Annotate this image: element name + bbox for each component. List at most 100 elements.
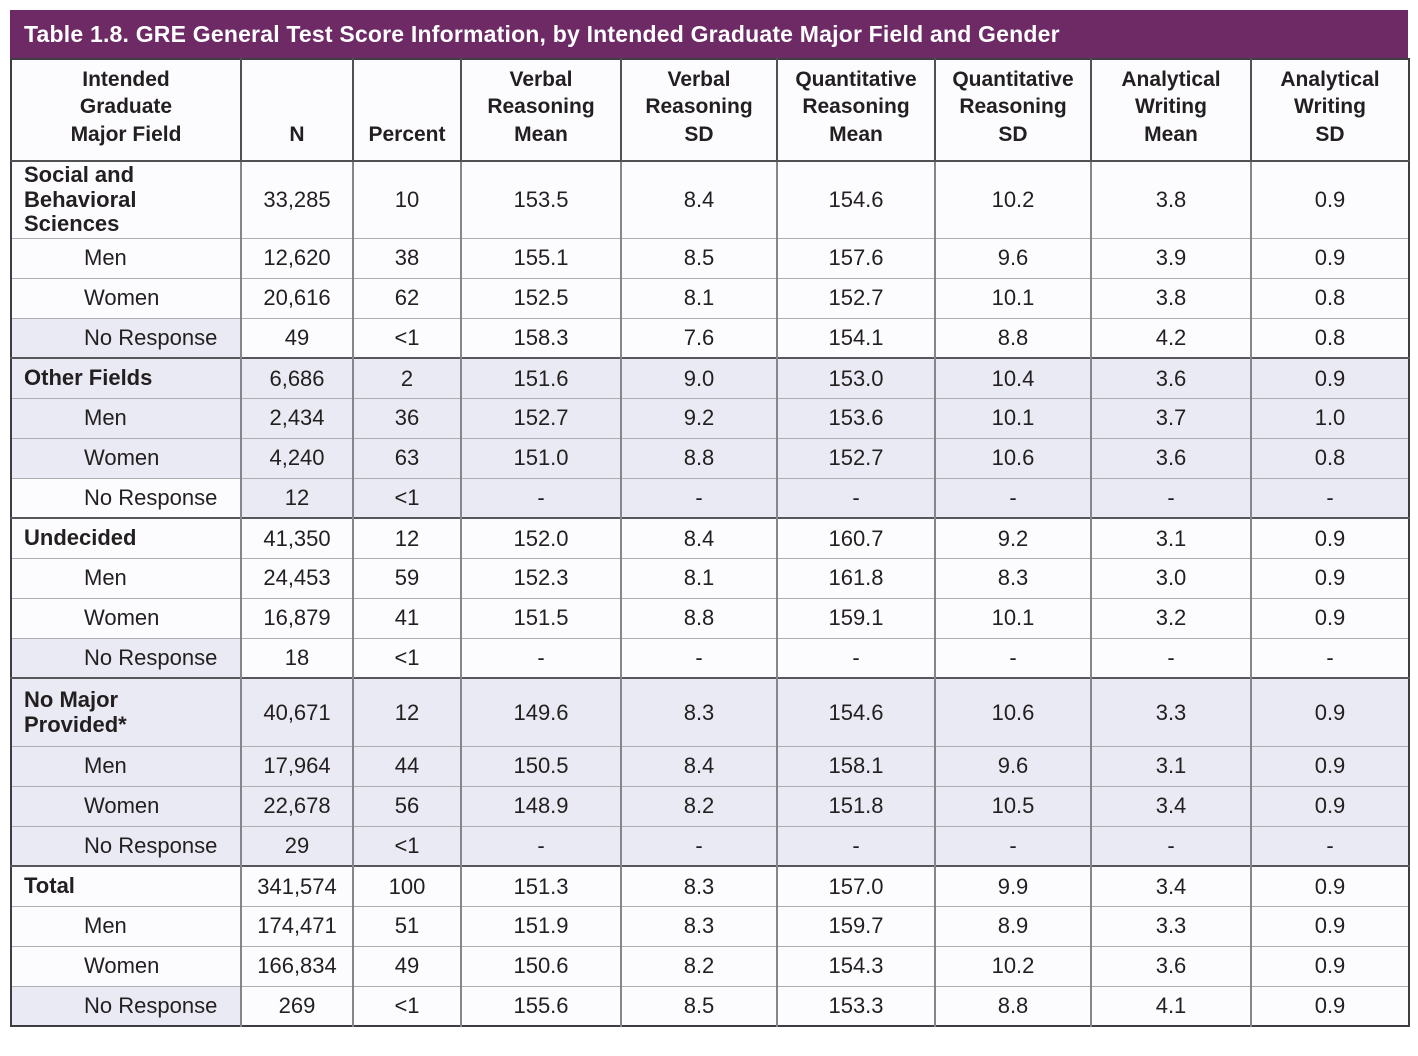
cell-vr_sd: 8.3 [620, 906, 777, 947]
table-title-bar: Table 1.8. GRE General Test Score Inform… [10, 10, 1408, 58]
table-row: Other Fields 6,686 2 151.6 9.0 153.0 10.4 3.6 0.… [11, 358, 1409, 399]
cell-percent: <1 [352, 318, 461, 359]
cell-n: 41,350 [240, 518, 353, 559]
table-row: No Response 49 <1 158.3 7.6 154.1 8.8 4.2 0.8 [11, 318, 1409, 359]
cell-percent: 12 [352, 518, 461, 559]
cell-aw_sd: 0.9 [1250, 906, 1409, 947]
cell-n: 12 [240, 478, 353, 519]
cell-aw_sd: 1.0 [1250, 398, 1409, 439]
cell-vr_mean: 149.6 [460, 678, 621, 747]
cell-aw_mean: 3.6 [1090, 946, 1251, 987]
row-label: Total [11, 866, 241, 907]
cell-vr_mean: 148.9 [460, 786, 621, 827]
cell-qr_mean: 154.6 [776, 678, 935, 747]
table-row: Social and Behavioral Sciences 33,285 10 15… [11, 160, 1409, 239]
table-row: No Response 269 <1 155.6 8.5 153.3 8.8 4.1 0.9 [11, 986, 1409, 1027]
cell-aw_mean: 4.2 [1090, 318, 1251, 359]
cell-aw_sd: 0.9 [1250, 558, 1409, 599]
cell-aw_mean: 3.4 [1090, 786, 1251, 827]
cell-vr_mean: 152.3 [460, 558, 621, 599]
cell-aw_sd: 0.9 [1250, 746, 1409, 787]
cell-percent: 51 [352, 906, 461, 947]
cell-vr_sd: 9.0 [620, 358, 777, 399]
column-header-qr_sd: Quantitative Reasoning SD [934, 59, 1091, 162]
cell-vr_mean: 158.3 [460, 318, 621, 359]
cell-aw_sd: 0.8 [1250, 278, 1409, 319]
cell-qr_sd: - [934, 478, 1091, 519]
cell-percent: 59 [352, 558, 461, 599]
cell-n: 18 [240, 638, 353, 679]
cell-aw_sd: 0.9 [1250, 678, 1409, 747]
cell-n: 16,879 [240, 598, 353, 639]
cell-qr_sd: 10.1 [934, 598, 1091, 639]
table-row: Men 174,471 51 151.9 8.3 159.7 8.9 3.3 0.9 [11, 906, 1409, 947]
cell-vr_mean: 153.5 [460, 160, 621, 239]
cell-qr_sd: 10.2 [934, 946, 1091, 987]
cell-vr_mean: 151.5 [460, 598, 621, 639]
cell-vr_sd: - [620, 638, 777, 679]
cell-aw_mean: 4.1 [1090, 986, 1251, 1027]
cell-n: 174,471 [240, 906, 353, 947]
cell-percent: <1 [352, 986, 461, 1027]
cell-percent: 36 [352, 398, 461, 439]
row-label: Women [11, 786, 241, 827]
cell-vr_mean: - [460, 638, 621, 679]
table-row: Men 17,964 44 150.5 8.4 158.1 9.6 3.1 0.9 [11, 746, 1409, 787]
cell-aw_mean: 3.3 [1090, 906, 1251, 947]
cell-vr_mean: 151.9 [460, 906, 621, 947]
cell-qr_mean: 161.8 [776, 558, 935, 599]
cell-vr_sd: 8.2 [620, 786, 777, 827]
cell-percent: <1 [352, 826, 461, 867]
table-row: Men 12,620 38 155.1 8.5 157.6 9.6 3.9 0.9 [11, 238, 1409, 279]
cell-vr_sd: 9.2 [620, 398, 777, 439]
cell-qr_mean: 154.3 [776, 946, 935, 987]
cell-percent: 62 [352, 278, 461, 319]
cell-vr_sd: 8.5 [620, 986, 777, 1027]
table-row: Men 2,434 36 152.7 9.2 153.6 10.1 3.7 1.0 [11, 398, 1409, 439]
cell-qr_sd: 9.2 [934, 518, 1091, 559]
cell-aw_mean: 3.8 [1090, 160, 1251, 239]
row-label: Women [11, 946, 241, 987]
cell-vr_sd: 8.8 [620, 438, 777, 479]
column-header-qr_mean: Quantitative Reasoning Mean [776, 59, 935, 162]
cell-n: 29 [240, 826, 353, 867]
cell-qr_mean: 157.0 [776, 866, 935, 907]
cell-qr_mean: 157.6 [776, 238, 935, 279]
cell-qr_sd: 10.6 [934, 678, 1091, 747]
cell-aw_sd: - [1250, 826, 1409, 867]
cell-aw_mean: 3.3 [1090, 678, 1251, 747]
cell-qr_mean: 153.0 [776, 358, 935, 399]
cell-vr_sd: 8.5 [620, 238, 777, 279]
cell-aw_mean: - [1090, 478, 1251, 519]
column-header-n: N [240, 59, 353, 162]
cell-n: 40,671 [240, 678, 353, 747]
cell-vr_sd: 8.3 [620, 866, 777, 907]
cell-vr_sd: - [620, 478, 777, 519]
table-row: Women 16,879 41 151.5 8.8 159.1 10.1 3.2 0.9 [11, 598, 1409, 639]
table-row: Women 4,240 63 151.0 8.8 152.7 10.6 3.6 0.8 [11, 438, 1409, 479]
cell-n: 17,964 [240, 746, 353, 787]
cell-qr_mean: 151.8 [776, 786, 935, 827]
cell-n: 341,574 [240, 866, 353, 907]
cell-percent: 56 [352, 786, 461, 827]
table-row: Total 341,574 100 151.3 8.3 157.0 9.9 3.4 0.9 [11, 866, 1409, 907]
cell-qr_sd: 8.3 [934, 558, 1091, 599]
cell-n: 22,678 [240, 786, 353, 827]
cell-aw_sd: 0.9 [1250, 598, 1409, 639]
cell-aw_mean: 3.1 [1090, 746, 1251, 787]
cell-vr_mean: - [460, 478, 621, 519]
cell-n: 2,434 [240, 398, 353, 439]
cell-vr_sd: - [620, 826, 777, 867]
cell-qr_mean: 159.7 [776, 906, 935, 947]
table-row: No Major Provided* 40,671 12 149.6 8.3 154.6 1… [11, 678, 1409, 747]
cell-percent: 100 [352, 866, 461, 907]
cell-qr_sd: 8.9 [934, 906, 1091, 947]
table-title: Table 1.8. GRE General Test Score Inform… [24, 20, 1060, 47]
row-label: No Major Provided* [11, 678, 241, 747]
column-header-percent: Percent [352, 59, 461, 162]
cell-qr_mean: - [776, 826, 935, 867]
cell-qr_sd: 10.1 [934, 278, 1091, 319]
table-header: Intended Graduate Major Field N Percent Verba… [11, 59, 1409, 162]
cell-n: 269 [240, 986, 353, 1027]
row-label: Women [11, 278, 241, 319]
